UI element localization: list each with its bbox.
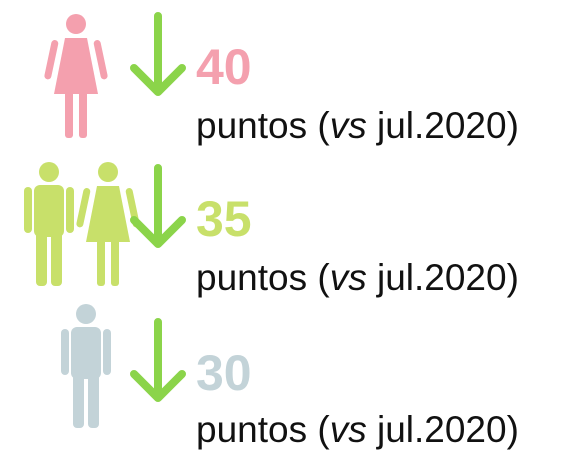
caption: puntos (vs jul.2020)	[196, 105, 519, 146]
caption-part: puntos (	[196, 409, 330, 450]
man-icon	[24, 162, 74, 286]
caption-part: jul.2020)	[367, 105, 519, 146]
caption: puntos (vs jul.2020)	[196, 409, 519, 450]
down-arrow	[130, 12, 186, 96]
value: 30	[196, 345, 252, 401]
woman-icon	[43, 14, 109, 138]
caption-part: jul.2020)	[367, 257, 519, 298]
caption: puntos (vs jul.2020)	[196, 257, 519, 298]
caption-part: vs	[330, 409, 367, 450]
down-arrow	[130, 164, 186, 248]
man-icon	[61, 304, 111, 428]
caption-part: puntos (	[196, 105, 330, 146]
down-arrow	[130, 318, 186, 402]
value: 40	[196, 39, 252, 95]
caption-part: puntos (	[196, 257, 330, 298]
caption-part: vs	[330, 105, 367, 146]
caption-part: vs	[330, 257, 367, 298]
woman-icon	[75, 162, 141, 286]
caption-part: jul.2020)	[367, 409, 519, 450]
value: 35	[196, 191, 252, 247]
